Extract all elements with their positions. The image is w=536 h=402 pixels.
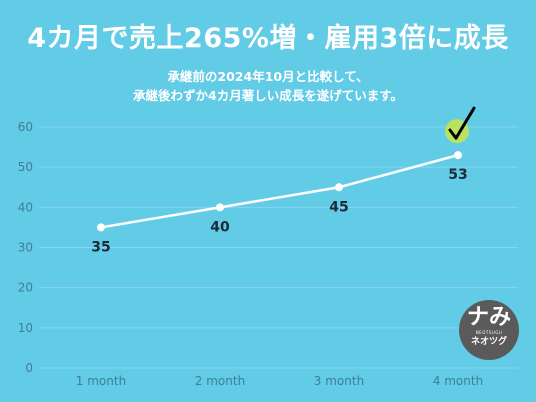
data-label-4: 53 bbox=[448, 167, 467, 183]
data-label-1: 35 bbox=[91, 239, 110, 255]
data-point-3 bbox=[335, 183, 343, 192]
data-point-2 bbox=[216, 203, 224, 212]
y-tick-label-40: 40 bbox=[18, 200, 33, 214]
y-tick-label-60: 60 bbox=[18, 120, 33, 134]
x-tick-label-3: 3 month bbox=[314, 374, 364, 388]
subtitle-line-1: 承継前の2024年10月と比較して、 bbox=[167, 69, 369, 84]
logo-name: ネオツグ bbox=[470, 337, 507, 347]
y-tick-label-20: 20 bbox=[18, 281, 33, 295]
y-tick-label-50: 50 bbox=[18, 160, 33, 174]
x-tick-label-4: 4 month bbox=[433, 374, 483, 388]
data-point-1 bbox=[97, 223, 105, 232]
logo-small-text: NEOTSUGU bbox=[475, 330, 503, 335]
subtitle-line-2: 承継後わずか4カ月著しい成長を遂げています。 bbox=[133, 88, 403, 103]
data-label-2: 40 bbox=[210, 219, 230, 235]
x-tick-label-1: 1 month bbox=[76, 374, 126, 388]
page-title: 4カ月で売上265%増・雇用3倍に成長 bbox=[27, 23, 509, 54]
data-label-3: 45 bbox=[329, 199, 348, 215]
y-tick-label-0: 0 bbox=[25, 361, 33, 375]
neotsugu-logo: ナみ NEOTSUGU ネオツグ bbox=[459, 300, 519, 360]
check-icon bbox=[448, 106, 476, 140]
y-tick-label-10: 10 bbox=[18, 321, 33, 335]
y-tick-label-30: 30 bbox=[18, 241, 33, 255]
series-line bbox=[100, 153, 459, 229]
data-point-4 bbox=[454, 151, 462, 160]
x-tick-label-2: 2 month bbox=[195, 374, 245, 388]
logo-mark: ナみ bbox=[466, 305, 511, 330]
